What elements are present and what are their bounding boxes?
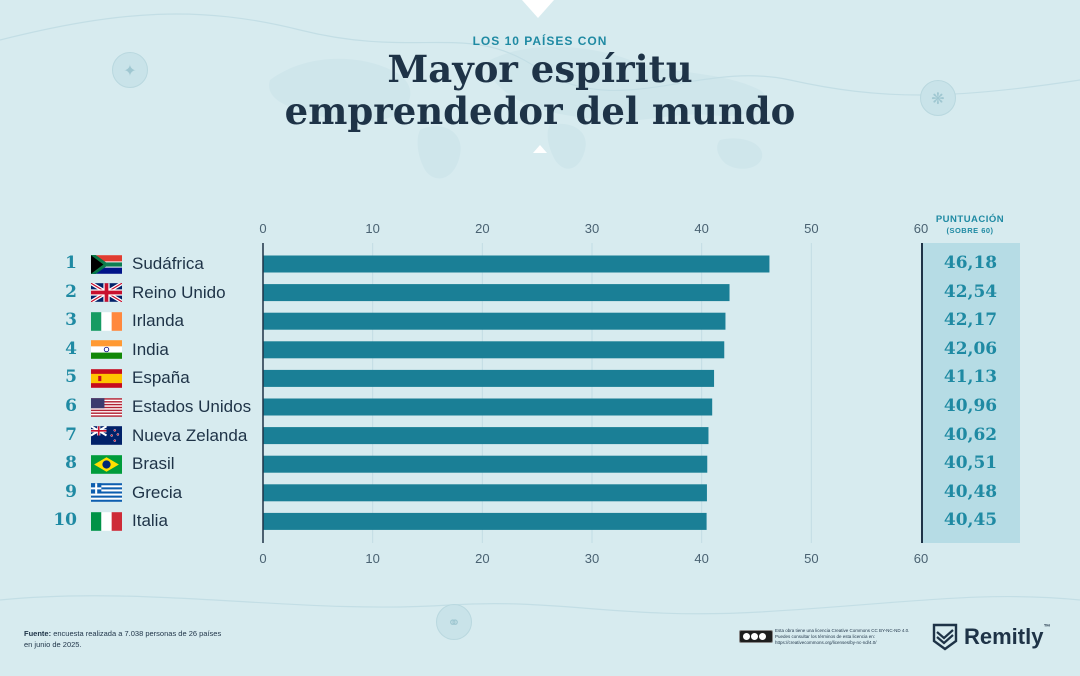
source-text: encuesta realizada a 7.038 personas de 2… <box>24 629 222 649</box>
lightbulb-icon: ✦ <box>112 52 148 88</box>
title-line-2: emprendedor del mundo <box>284 89 796 133</box>
country-label: Irlanda <box>132 311 184 331</box>
tick-label-bottom: 60 <box>914 551 928 566</box>
score-value: 40,62 <box>943 424 998 445</box>
license-note: Esta obra tiene una licencia Creative Co… <box>775 628 910 645</box>
rank-label: 9 <box>65 481 77 502</box>
brand-logo: Remitly™ <box>932 622 1050 652</box>
tick-label-bottom: 10 <box>365 551 379 566</box>
rank-label: 3 <box>65 310 77 331</box>
flag-nz-icon <box>91 426 122 445</box>
tick-label-top: 50 <box>804 221 818 236</box>
score-value: 41,13 <box>943 367 998 388</box>
score-value: 40,96 <box>943 396 998 416</box>
score-value: 42,54 <box>943 281 998 302</box>
score-value: 40,48 <box>943 481 998 502</box>
tick-label-bottom: 30 <box>585 551 599 566</box>
score-value: 40,51 <box>943 453 998 474</box>
tick-label-bottom: 50 <box>804 551 818 566</box>
score-column-subtitle: (SOBRE 60) <box>946 226 994 235</box>
score-column-header: PUNTUACIÓN (SOBRE 60) <box>921 214 1019 236</box>
country-label: India <box>132 339 169 359</box>
rank-label: 5 <box>65 367 77 388</box>
page-title: Mayor espíritu emprendedor del mundo <box>0 48 1080 132</box>
bar <box>263 455 708 473</box>
tick-label-bottom: 0 <box>259 551 266 566</box>
flag-gr-icon <box>91 483 122 503</box>
tick-label-top: 40 <box>694 221 708 236</box>
flag-es-icon <box>91 369 122 388</box>
rank-label: 10 <box>53 510 77 531</box>
rank-label: 8 <box>65 453 77 474</box>
handshake-icon: ⚭ <box>436 604 472 640</box>
bar <box>263 484 707 502</box>
bar <box>263 255 770 273</box>
title-marker <box>533 145 547 153</box>
score-value: 46,18 <box>943 253 998 273</box>
flag-it-icon <box>91 512 122 531</box>
flag-ie-icon <box>91 311 122 331</box>
source-label: Fuente: <box>24 629 52 638</box>
source-note: Fuente: encuesta realizada a 7.038 perso… <box>24 628 224 650</box>
rank-label: 1 <box>65 253 77 273</box>
flag-za-icon <box>91 254 122 274</box>
country-label: España <box>132 368 190 388</box>
bar <box>263 312 726 330</box>
title-line-1: Mayor espíritu <box>387 47 693 91</box>
tick-label-top: 0 <box>259 221 266 236</box>
country-label: Sudáfrica <box>132 254 204 273</box>
tick-label-top: 60 <box>914 221 928 236</box>
brand-text: Remitly <box>964 624 1044 649</box>
brand-trademark: ™ <box>1043 624 1051 631</box>
top-notch <box>522 0 554 18</box>
score-value: 42,17 <box>943 310 998 331</box>
title-kicker: LOS 10 PAÍSES CON <box>472 34 608 48</box>
creative-commons-icon <box>739 630 773 643</box>
rank-label: 2 <box>65 281 77 302</box>
score-column-title: PUNTUACIÓN <box>935 214 1005 225</box>
bar <box>263 284 730 302</box>
score-panel <box>921 243 1020 543</box>
bar <box>263 398 713 416</box>
tick-label-top: 30 <box>585 221 599 236</box>
score-value: 42,06 <box>943 338 998 359</box>
flag-gb-icon <box>91 283 122 303</box>
bar <box>263 369 715 387</box>
rank-label: 4 <box>65 338 77 359</box>
flag-br-icon <box>91 454 122 474</box>
tick-label-top: 10 <box>365 221 379 236</box>
bar <box>263 512 707 530</box>
bar <box>263 341 725 359</box>
rank-label: 6 <box>65 396 77 416</box>
country-label: Italia <box>132 511 168 531</box>
flag-in-icon <box>91 340 122 360</box>
tick-label-bottom: 40 <box>694 551 708 566</box>
bar <box>263 427 709 445</box>
score-value: 40,45 <box>943 510 998 531</box>
remitly-logo-icon <box>932 623 958 651</box>
rank-label: 7 <box>65 424 77 445</box>
brain-icon: ❋ <box>920 80 956 116</box>
tick-label-top: 20 <box>475 221 489 236</box>
brand-name: Remitly™ <box>964 624 1050 650</box>
country-label: Nueva Zelanda <box>132 425 248 445</box>
country-label: Brasil <box>132 454 175 474</box>
country-label: Estados Unidos <box>132 397 252 416</box>
tick-label-bottom: 20 <box>475 551 489 566</box>
country-label: Grecia <box>132 482 183 502</box>
country-label: Reino Unido <box>132 282 226 302</box>
flag-us-icon <box>91 397 122 417</box>
world-map-watermark <box>269 46 767 179</box>
